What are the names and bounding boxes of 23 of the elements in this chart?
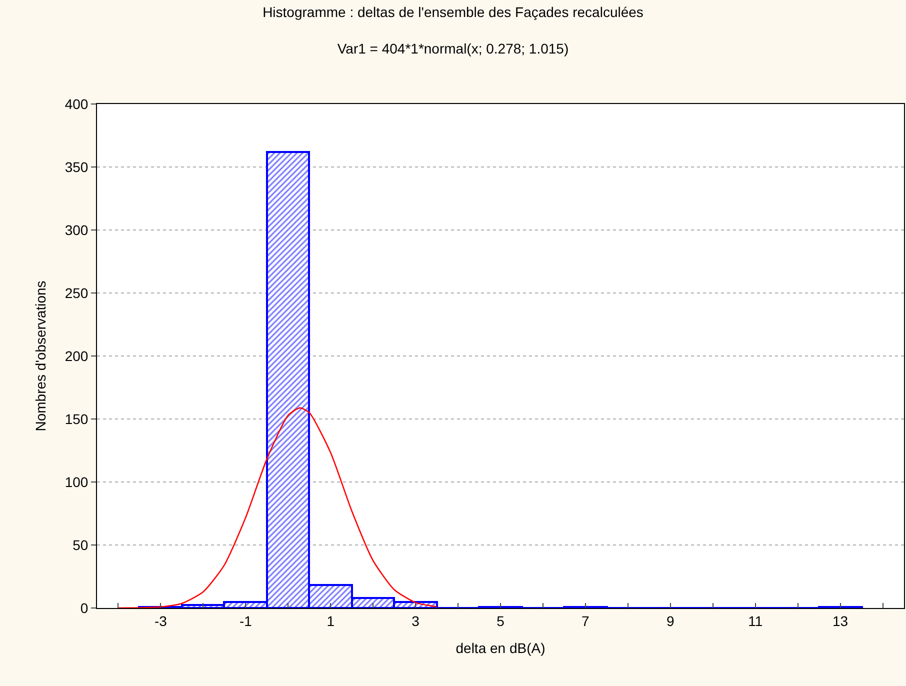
y-tick-label: 0 [80,600,88,616]
chart-subtitle: Var1 = 404*1*normal(x; 0.278; 1.015) [337,40,569,57]
x-tick-label: -3 [154,612,168,629]
y-tick-label: 100 [64,474,88,490]
x-tick-label: 3 [412,612,420,629]
x-tick-label: 1 [326,612,335,629]
chart-title: Histogramme : deltas de l'ensemble des Façades recalculées [262,4,644,20]
x-tick-label: 11 [748,612,763,629]
x-tick-label: -1 [239,612,252,629]
y-tick-label: 200 [64,348,88,364]
y-tick-label: 150 [64,410,88,427]
x-tick-label: 5 [496,612,505,629]
y-tick-label: 50 [72,536,88,553]
y-tick-label: 250 [64,284,88,301]
y-axis-title: Nombres d'observations [32,280,48,432]
y-tick-label: 350 [64,158,88,175]
x-tick-label: 9 [666,612,674,629]
line-series [118,407,438,608]
y-tick-label: 400 [64,96,88,112]
x-axis-title: delta en dB(A) [456,640,546,656]
x-tick-label: 13 [832,612,848,629]
y-tick-label: 300 [64,222,88,238]
x-tick-label: 7 [582,612,590,629]
